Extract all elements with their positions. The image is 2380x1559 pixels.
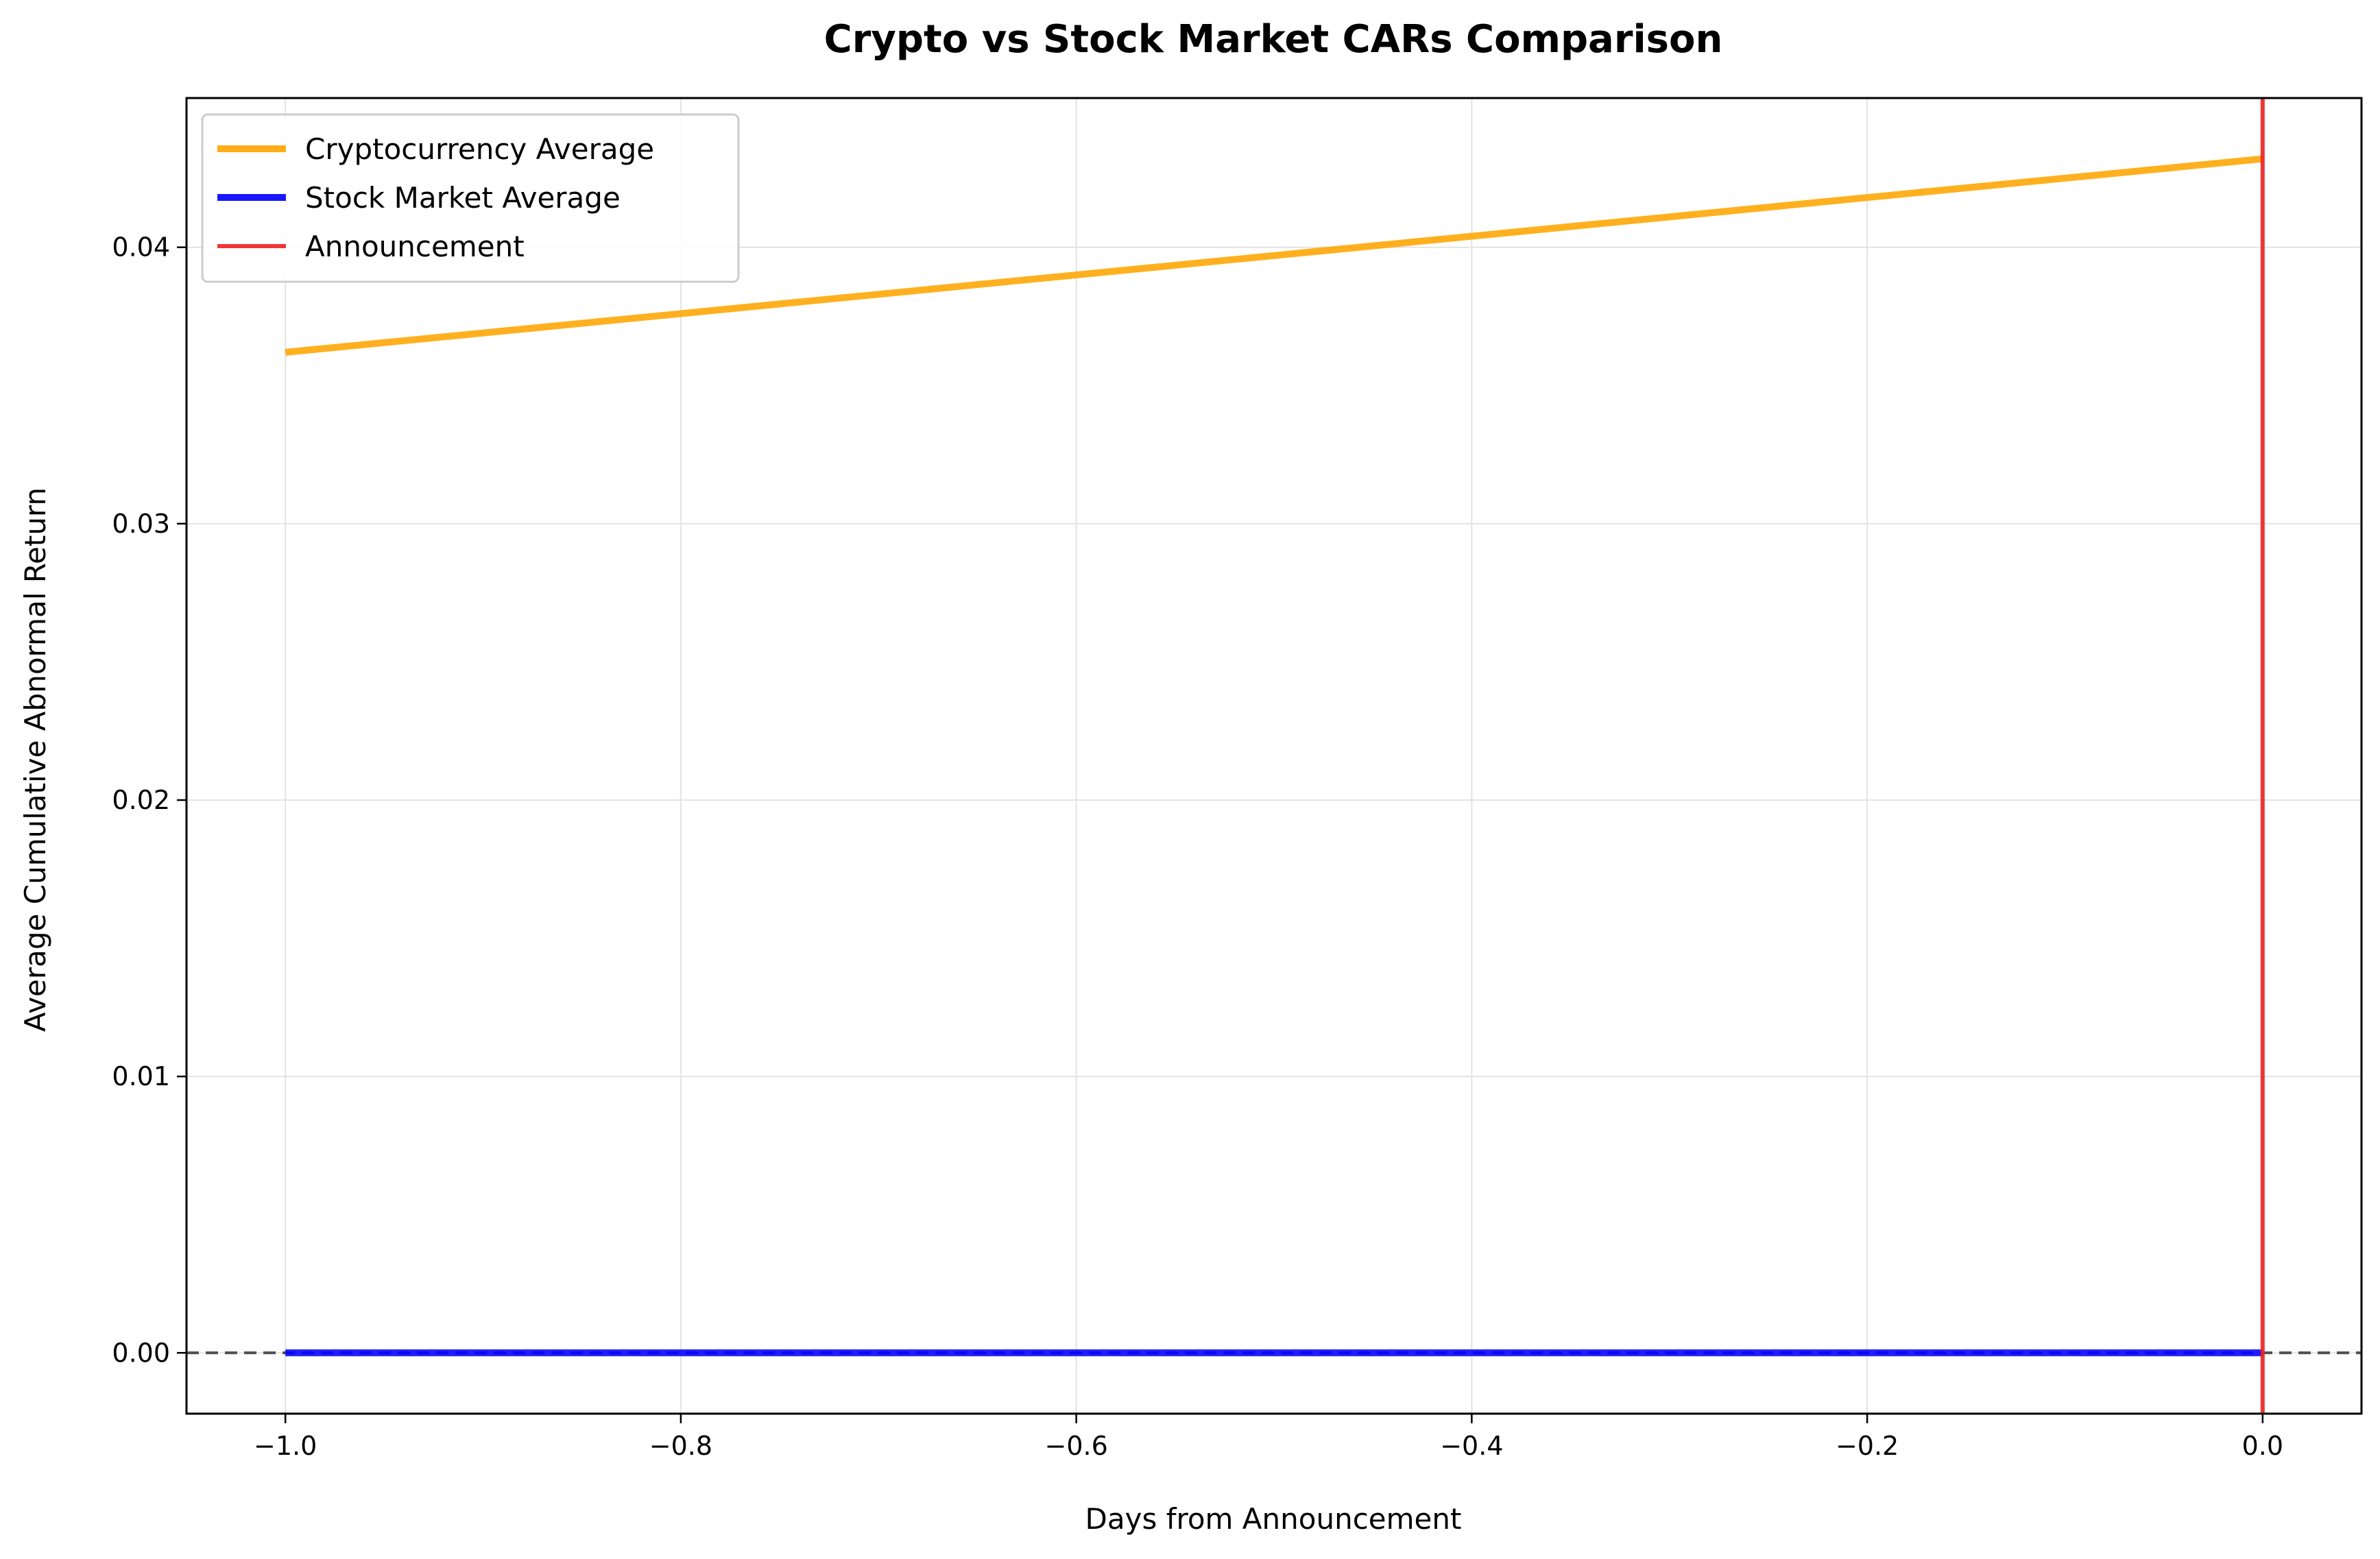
x-tick-label: −0.8 (649, 1431, 712, 1461)
y-axis-ticks: 0.00 0.01 0.02 0.03 0.04 (112, 232, 187, 1368)
series-line-0 (285, 155, 2263, 356)
x-axis-ticks: −1.0 −0.8 −0.6 −0.4 −0.2 0.0 (254, 1414, 2283, 1461)
legend-label: Stock Market Average (305, 181, 621, 215)
y-tick-label: 0.00 (112, 1338, 170, 1368)
x-tick-label: −0.2 (1836, 1431, 1899, 1461)
y-axis-label: Average Cumulative Abnormal Return (19, 487, 52, 1032)
plot-frame (185, 97, 2363, 1415)
x-tick-label: 0.0 (2242, 1431, 2283, 1461)
x-tick-label: −0.4 (1440, 1431, 1503, 1461)
y-tick-label: 0.04 (112, 232, 170, 263)
legend-label: Announcement (305, 230, 525, 263)
chart-title: Crypto vs Stock Market CARs Comparison (824, 17, 1723, 62)
x-tick-label: −0.6 (1044, 1431, 1107, 1461)
y-tick-label: 0.02 (112, 785, 170, 815)
legend-label: Cryptocurrency Average (305, 132, 654, 166)
series-lines (285, 155, 2263, 1357)
x-tick-label: −1.0 (254, 1431, 317, 1461)
x-axis-label: Days from Announcement (1085, 1502, 1462, 1536)
legend: Cryptocurrency Average Stock Market Avera… (201, 113, 740, 283)
legend-box (201, 113, 740, 283)
y-tick-label: 0.01 (112, 1061, 170, 1091)
y-tick-label: 0.03 (112, 509, 170, 539)
